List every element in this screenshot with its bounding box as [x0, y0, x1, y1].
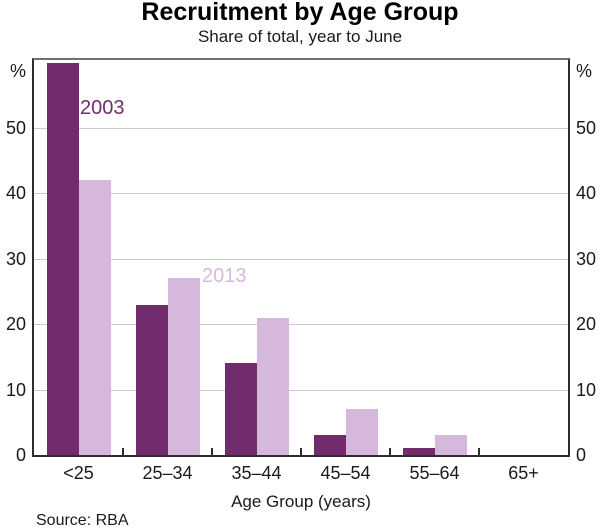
- category-label-65+: 65+: [508, 463, 539, 483]
- category-label-<25: <25: [63, 463, 94, 483]
- y-tick-left-40: 40: [5, 183, 26, 203]
- x-axis-tick-5: [478, 448, 480, 455]
- y-tick-left-50: 50: [5, 118, 26, 138]
- category-label-55–64: 55–64: [409, 463, 460, 483]
- bar-2003-<25: [47, 63, 79, 455]
- y-tick-left-20: 20: [5, 314, 26, 334]
- bar-2003-55–64: [403, 448, 435, 455]
- source-note: Source: RBA: [36, 512, 129, 529]
- y-tick-right-40: 40: [576, 183, 597, 203]
- bar-2013-<25: [79, 180, 111, 455]
- category-label-45–54: 45–54: [320, 463, 371, 483]
- gridline-20: [34, 324, 568, 325]
- bar-2003-25–34: [136, 305, 168, 455]
- y-tick-left-30: 30: [5, 249, 26, 269]
- x-axis-title: Age Group (years): [231, 492, 371, 511]
- gridline-10: [34, 390, 568, 391]
- x-axis-tick-3: [300, 448, 302, 455]
- y-axis-unit-right: %: [576, 61, 593, 81]
- bar-2013-45–54: [346, 409, 378, 455]
- bar-2013-25–34: [168, 278, 200, 455]
- gridline-30: [34, 259, 568, 260]
- series-label-2003: 2003: [80, 97, 125, 119]
- bar-2013-35–44: [257, 318, 289, 455]
- category-label-35–44: 35–44: [231, 463, 282, 483]
- chart-subtitle: Share of total, year to June: [197, 27, 403, 46]
- x-axis-tick-1: [122, 448, 124, 455]
- y-tick-right-10: 10: [576, 380, 597, 400]
- y-tick-right-50: 50: [576, 118, 597, 138]
- bar-2013-55–64: [435, 435, 467, 455]
- y-axis-unit-left: %: [9, 61, 26, 81]
- y-tick-left-0: 0: [15, 445, 26, 465]
- x-axis-tick-4: [389, 448, 391, 455]
- x-axis-tick-2: [211, 448, 213, 455]
- plot-area: [32, 58, 570, 457]
- y-tick-right-20: 20: [576, 314, 597, 334]
- chart-title: Recruitment by Age Group: [141, 0, 459, 26]
- y-tick-right-30: 30: [576, 249, 597, 269]
- category-label-25–34: 25–34: [142, 463, 193, 483]
- y-tick-right-0: 0: [576, 445, 587, 465]
- y-tick-left-10: 10: [5, 380, 26, 400]
- bar-2003-35–44: [225, 363, 257, 455]
- gridline-50: [34, 128, 568, 129]
- gridline-40: [34, 193, 568, 194]
- series-label-2013: 2013: [202, 265, 247, 287]
- bar-2003-45–54: [314, 435, 346, 455]
